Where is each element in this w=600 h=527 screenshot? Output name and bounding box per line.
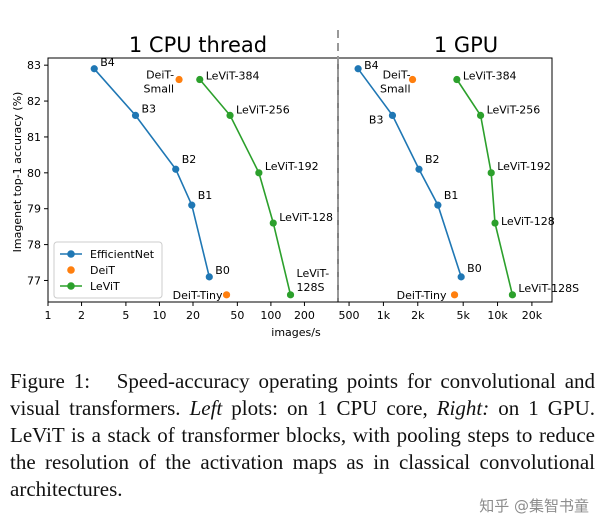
cpu-deit-point-label: DeiT-Tiny (173, 289, 223, 302)
cpu-efficientnet-point (188, 201, 196, 209)
gpu-levit-point (487, 169, 495, 177)
cpu-levit-point (286, 291, 295, 299)
gpu-levit-point (476, 111, 485, 120)
gpu-deit-point (450, 291, 459, 299)
legend-efficientnet-marker (67, 250, 75, 258)
caption-lead: Figure 1: (10, 369, 91, 393)
y-tick-label: 78 (27, 239, 41, 252)
cpu-levit-point-label: LeViT-256 (236, 103, 290, 116)
cpu-x-tick-label: 100 (260, 309, 281, 322)
gpu-efficientnet-point-label: B4 (364, 59, 379, 72)
cpu-x-tick-label: 2 (78, 309, 85, 322)
gpu-efficientnet-point (388, 111, 397, 120)
cpu-levit-point (226, 111, 234, 120)
gpu-x-tick-label: 5k (457, 309, 471, 322)
y-tick-label: 82 (27, 95, 41, 108)
x-axis-label: images/s (271, 326, 321, 339)
gpu-x-tick-label: 2k (411, 309, 425, 322)
gpu-efficientnet-point (415, 165, 423, 173)
figure-canvas: 1 CPU thread 1 GPU Imagenet top-1 accura… (11, 30, 579, 339)
cpu-efficientnet-point-label: B1 (198, 189, 213, 202)
gpu-panel-title: 1 GPU (434, 33, 498, 57)
cpu-efficientnet-point (205, 273, 213, 281)
gpu-levit-point-label: LeViT-256 (487, 103, 541, 116)
cpu-efficientnet-point (90, 65, 98, 73)
gpu-efficientnet-point-label: B3 (369, 113, 384, 126)
legend-levit-marker (67, 282, 75, 290)
cpu-x-tick-label: 5 (122, 309, 129, 322)
cpu-deit-point (175, 75, 183, 84)
gpu-plot-frame (337, 57, 553, 303)
cpu-x-tick-label: 1 (45, 309, 52, 322)
gpu-efficientnet-point (354, 65, 362, 73)
y-tick-label: 81 (27, 131, 41, 144)
gpu-efficientnet-point (434, 201, 442, 209)
cpu-levit-point-label: LeViT-384 (206, 70, 260, 83)
gpu-x-tick-label: 500 (339, 309, 360, 322)
gpu-levit-point-label: LeViT-192 (497, 160, 551, 173)
gpu-x-tick-label: 1k (377, 309, 391, 322)
gpu-levit-point-label: LeViT-128S (518, 282, 579, 295)
gpu-levit-point-label: LeViT-384 (463, 70, 517, 83)
gpu-levit-point (508, 291, 517, 299)
gpu-efficientnet-point-label: B1 (444, 189, 459, 202)
gpu-levit-point-label: LeViT-128 (501, 215, 555, 228)
cpu-x-tick-label: 200 (294, 309, 315, 322)
y-tick-label: 79 (27, 203, 41, 216)
caption-part3: on 1 GPU. LeViT is a stack of transforme… (10, 396, 596, 501)
watermark-text: 知乎 @集智书童 (476, 495, 592, 516)
legend: EfficientNet DeiT LeViT (53, 241, 163, 299)
gpu-efficientnet-line (357, 68, 462, 278)
gpu-deit-point-label: DeiT-Small (380, 69, 411, 96)
legend-deit-marker (67, 266, 75, 274)
gpu-efficientnet-point (457, 273, 465, 281)
cpu-efficientnet-point-label: B0 (215, 264, 230, 277)
cpu-levit-point-label: LeViT-128S (297, 267, 330, 294)
cpu-levit-point-label: LeViT-128 (279, 211, 333, 224)
cpu-efficientnet-point-label: B3 (142, 102, 157, 115)
cpu-levit-point (196, 75, 204, 84)
caption-left-word: Left (189, 396, 223, 420)
gpu-efficientnet-point-label: B2 (425, 153, 440, 166)
legend-levit-label: LeViT (90, 280, 120, 293)
cpu-x-tick-label: 10 (152, 309, 166, 322)
y-tick-label: 80 (27, 167, 41, 180)
y-tick-label: 83 (27, 59, 41, 72)
cpu-panel-title: 1 CPU thread (129, 33, 267, 57)
y-tick-label: 77 (27, 274, 41, 287)
gpu-deit-point-label: DeiT-Tiny (397, 289, 447, 302)
gpu-levit-point (491, 219, 499, 227)
caption-right-word: Right: (436, 396, 490, 420)
legend-box (53, 241, 163, 299)
caption-part1: Speed-accuracy operating points for conv… (10, 369, 596, 420)
caption-part2: plots: on 1 CPU core, (231, 396, 428, 420)
y-axis-label: Imagenet top-1 accuracy (%) (11, 92, 24, 253)
gpu-deit-point (408, 75, 417, 84)
gpu-x-tick-label: 10k (487, 309, 508, 322)
cpu-x-tick-label: 20 (186, 309, 200, 322)
cpu-levit-point-label: LeViT-192 (265, 160, 319, 173)
cpu-efficientnet-point (131, 111, 140, 120)
cpu-efficientnet-point (172, 165, 180, 173)
figure-caption: Figure 1: Speed-accuracy operating point… (10, 368, 595, 503)
gpu-levit-point (453, 75, 461, 84)
legend-deit-label: DeiT (90, 264, 115, 277)
gpu-x-tick-label: 20k (522, 309, 543, 322)
legend-efficientnet-label: EfficientNet (90, 248, 155, 261)
cpu-levit-point (255, 169, 263, 177)
cpu-x-tick-label: 50 (230, 309, 244, 322)
cpu-efficientnet-point-label: B2 (182, 153, 197, 166)
cpu-deit-point (222, 291, 231, 299)
cpu-levit-point (269, 219, 277, 227)
cpu-efficientnet-point-label: B4 (100, 56, 115, 69)
gpu-efficientnet-point-label: B0 (467, 262, 482, 275)
cpu-deit-point-label: DeiT-Small (144, 69, 175, 96)
